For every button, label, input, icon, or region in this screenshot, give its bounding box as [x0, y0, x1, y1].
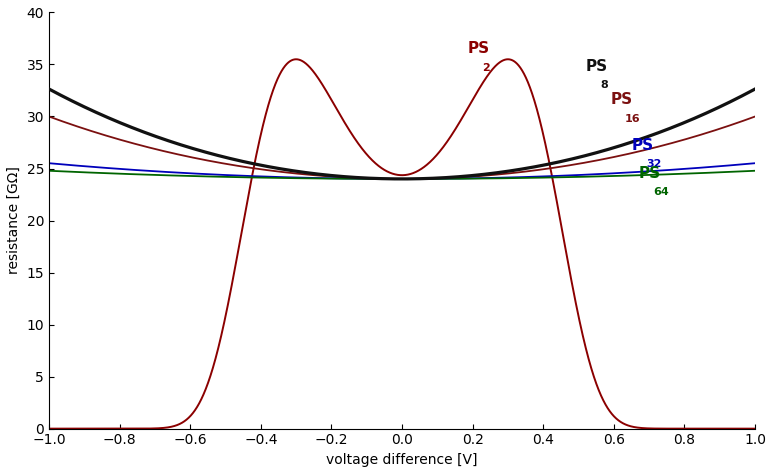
Y-axis label: resistance [GΩ]: resistance [GΩ]	[7, 166, 21, 274]
Text: 64: 64	[653, 187, 669, 198]
Text: 16: 16	[625, 114, 641, 124]
X-axis label: voltage difference [V]: voltage difference [V]	[326, 453, 478, 467]
Text: PS: PS	[468, 41, 489, 56]
Text: PS: PS	[632, 138, 654, 153]
Text: 32: 32	[646, 159, 662, 169]
Text: PS: PS	[611, 92, 632, 107]
Text: 8: 8	[601, 80, 608, 90]
Text: 2: 2	[482, 63, 490, 73]
Text: PS: PS	[638, 166, 661, 181]
Text: PS: PS	[586, 59, 608, 74]
